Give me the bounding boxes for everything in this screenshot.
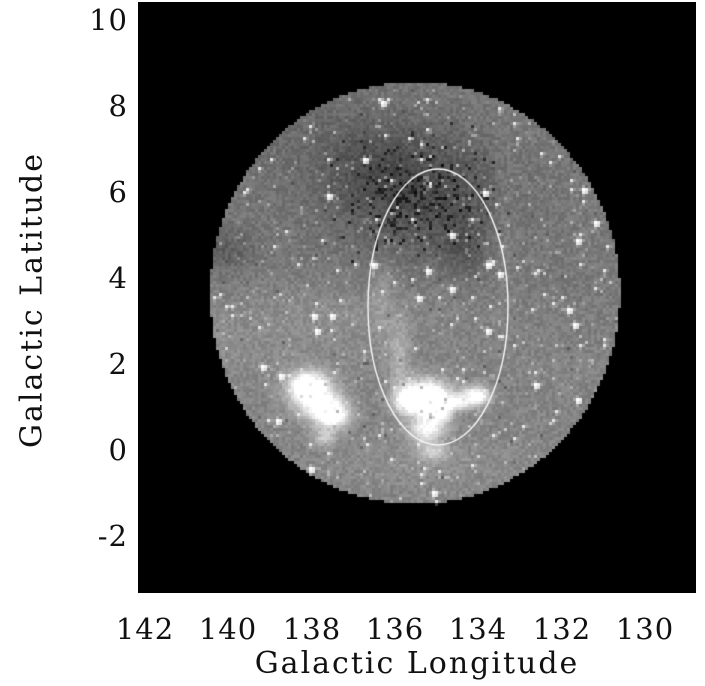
- y-tick-label: 6: [108, 175, 128, 209]
- y-tick-label: 0: [108, 433, 128, 467]
- y-tick-label: 2: [108, 347, 128, 381]
- sky-image-canvas: [138, 2, 696, 593]
- y-tick-label: -2: [97, 519, 128, 553]
- y-tick-label: 4: [108, 261, 128, 295]
- y-tick-label: 10: [89, 3, 128, 37]
- x-tick-label: 130: [615, 612, 675, 646]
- x-axis-title: Galactic Longitude: [254, 646, 580, 681]
- x-tick-label: 136: [365, 612, 425, 646]
- x-tick-label: 138: [282, 612, 342, 646]
- x-tick-label: 132: [532, 612, 592, 646]
- x-tick-label: 140: [198, 612, 258, 646]
- plot-area: [138, 2, 696, 593]
- x-tick-label: 134: [448, 612, 508, 646]
- y-tick-label: 8: [108, 89, 128, 123]
- x-tick-label: 142: [115, 612, 175, 646]
